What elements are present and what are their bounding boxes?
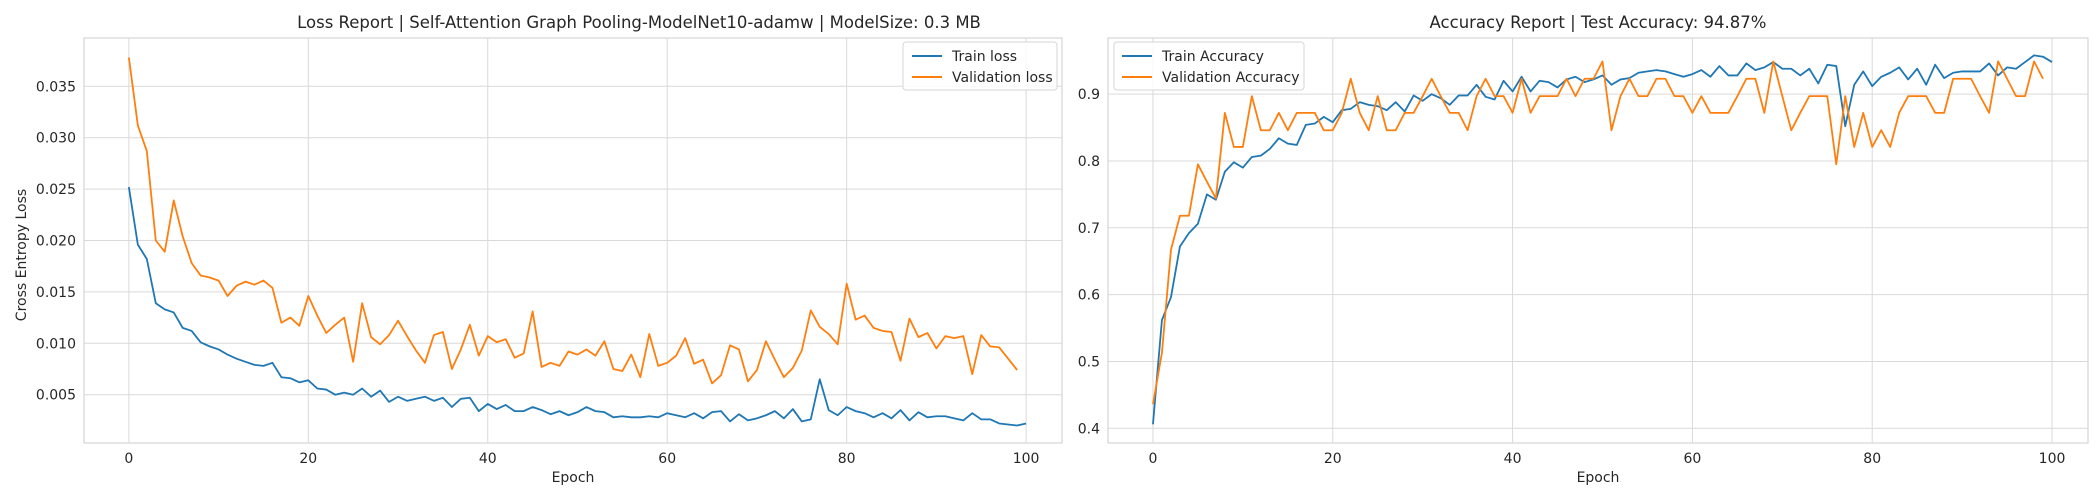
accuracy-chart-grid [1107, 37, 2089, 444]
accuracy-y-tick-label: 0.7 [1078, 221, 1100, 237]
accuracy-series-line-validation [1152, 60, 2044, 405]
loss-chart: Loss Report | Self-Attention Graph Pooli… [14, 13, 1063, 486]
loss-y-tick-label: 0.030 [36, 131, 76, 147]
accuracy-legend-label-train: Train Accuracy [1161, 49, 1264, 65]
accuracy-x-tick-label: 40 [1504, 451, 1522, 467]
loss-chart-y-axis-label: Cross Entropy Loss [14, 189, 30, 321]
accuracy-x-tick-label: 100 [2039, 451, 2066, 467]
accuracy-legend-label-validation: Validation Accuracy [1162, 70, 1300, 86]
loss-chart-lines [127, 57, 1027, 427]
accuracy-chart: Accuracy Report | Test Accuracy: 94.87% … [1078, 13, 2089, 486]
loss-x-tick-label: 0 [124, 451, 133, 467]
loss-chart-x-axis-label: Epoch [552, 470, 595, 486]
accuracy-x-tick-label: 60 [1683, 451, 1701, 467]
accuracy-plot-area [1107, 37, 2089, 444]
loss-x-tick-label: 40 [479, 451, 497, 467]
accuracy-y-tick-label: 0.4 [1078, 421, 1100, 437]
loss-y-tick-label: 0.020 [36, 234, 76, 250]
loss-chart-grid [83, 37, 1063, 444]
accuracy-chart-ticks: 0 20 40 60 80 100 0.4 0.5 0.6 0.7 0.8 0.9 [1078, 87, 2066, 467]
accuracy-chart-title: Accuracy Report | Test Accuracy: 94.87% [1430, 13, 1767, 32]
loss-y-tick-label: 0.010 [36, 336, 76, 352]
accuracy-y-tick-label: 0.9 [1078, 87, 1100, 103]
loss-legend-label-train: Train loss [951, 49, 1017, 65]
loss-chart-legend: Train loss Validation loss [902, 41, 1058, 91]
accuracy-x-tick-label: 0 [1148, 451, 1157, 467]
loss-x-tick-label: 100 [1013, 451, 1040, 467]
loss-x-tick-label: 60 [658, 451, 676, 467]
loss-legend-label-validation: Validation loss [952, 70, 1053, 86]
accuracy-y-tick-label: 0.8 [1078, 154, 1100, 170]
accuracy-y-tick-label: 0.6 [1078, 288, 1100, 304]
accuracy-chart-lines [1152, 54, 2053, 425]
loss-y-tick-label: 0.005 [36, 388, 76, 404]
accuracy-y-tick-label: 0.5 [1078, 354, 1100, 370]
loss-series-line-train [127, 186, 1027, 427]
accuracy-chart-legend: Train Accuracy Validation Accuracy [1113, 41, 1305, 91]
loss-x-tick-label: 80 [838, 451, 856, 467]
accuracy-x-tick-label: 80 [1863, 451, 1881, 467]
accuracy-chart-x-axis-label: Epoch [1577, 470, 1620, 486]
loss-y-tick-label: 0.035 [36, 79, 76, 95]
loss-chart-title: Loss Report | Self-Attention Graph Pooli… [297, 13, 981, 32]
loss-chart-ticks: 0 20 40 60 80 100 0.005 0.010 0.015 0.020 0.025 0.0… [36, 79, 1040, 467]
loss-x-tick-label: 20 [299, 451, 317, 467]
loss-y-tick-label: 0.015 [36, 285, 76, 301]
accuracy-x-tick-label: 20 [1324, 451, 1342, 467]
loss-y-tick-label: 0.025 [36, 182, 76, 198]
accuracy-series-line-train [1152, 54, 2053, 425]
accuracy-legend-box [1113, 41, 1305, 91]
loss-series-line-validation [127, 57, 1018, 385]
